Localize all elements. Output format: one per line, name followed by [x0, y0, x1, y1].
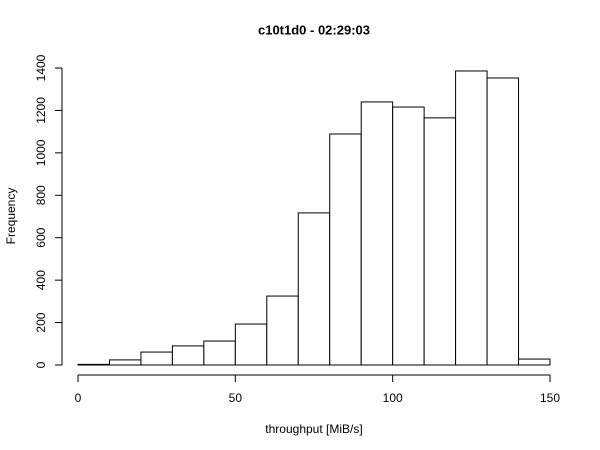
y-tick-label: 800: [34, 185, 48, 205]
chart-title: c10t1d0 - 02:29:03: [258, 22, 370, 37]
bar: [108, 359, 142, 366]
bar: [392, 106, 425, 366]
bar: [171, 345, 205, 366]
bar: [423, 117, 457, 366]
y-tick-label: 1400: [34, 54, 48, 81]
x-tick-label: 100: [383, 391, 403, 405]
y-tick-label: 1000: [34, 139, 48, 166]
y-tick-label: 1200: [34, 97, 48, 124]
bar: [140, 351, 173, 366]
bar: [360, 101, 394, 366]
x-tick-label: 50: [229, 391, 243, 405]
x-tick-label: 0: [75, 391, 82, 405]
bar: [486, 77, 520, 366]
y-tick-label: 600: [34, 227, 48, 247]
bar: [77, 363, 110, 366]
y-axis-label: Frequency: [4, 188, 18, 245]
y-tick-label: 200: [34, 312, 48, 332]
bar: [297, 212, 331, 366]
y-tick-label: 0: [34, 361, 48, 368]
bar: [203, 340, 236, 366]
bar: [266, 295, 299, 366]
x-tick-label: 150: [540, 391, 560, 405]
x-axis-label: throughput [MiB/s]: [265, 422, 362, 436]
bar: [234, 323, 268, 366]
bar: [329, 133, 362, 366]
y-tick-label: 400: [34, 270, 48, 290]
bar: [518, 358, 551, 366]
bar: [455, 70, 488, 366]
